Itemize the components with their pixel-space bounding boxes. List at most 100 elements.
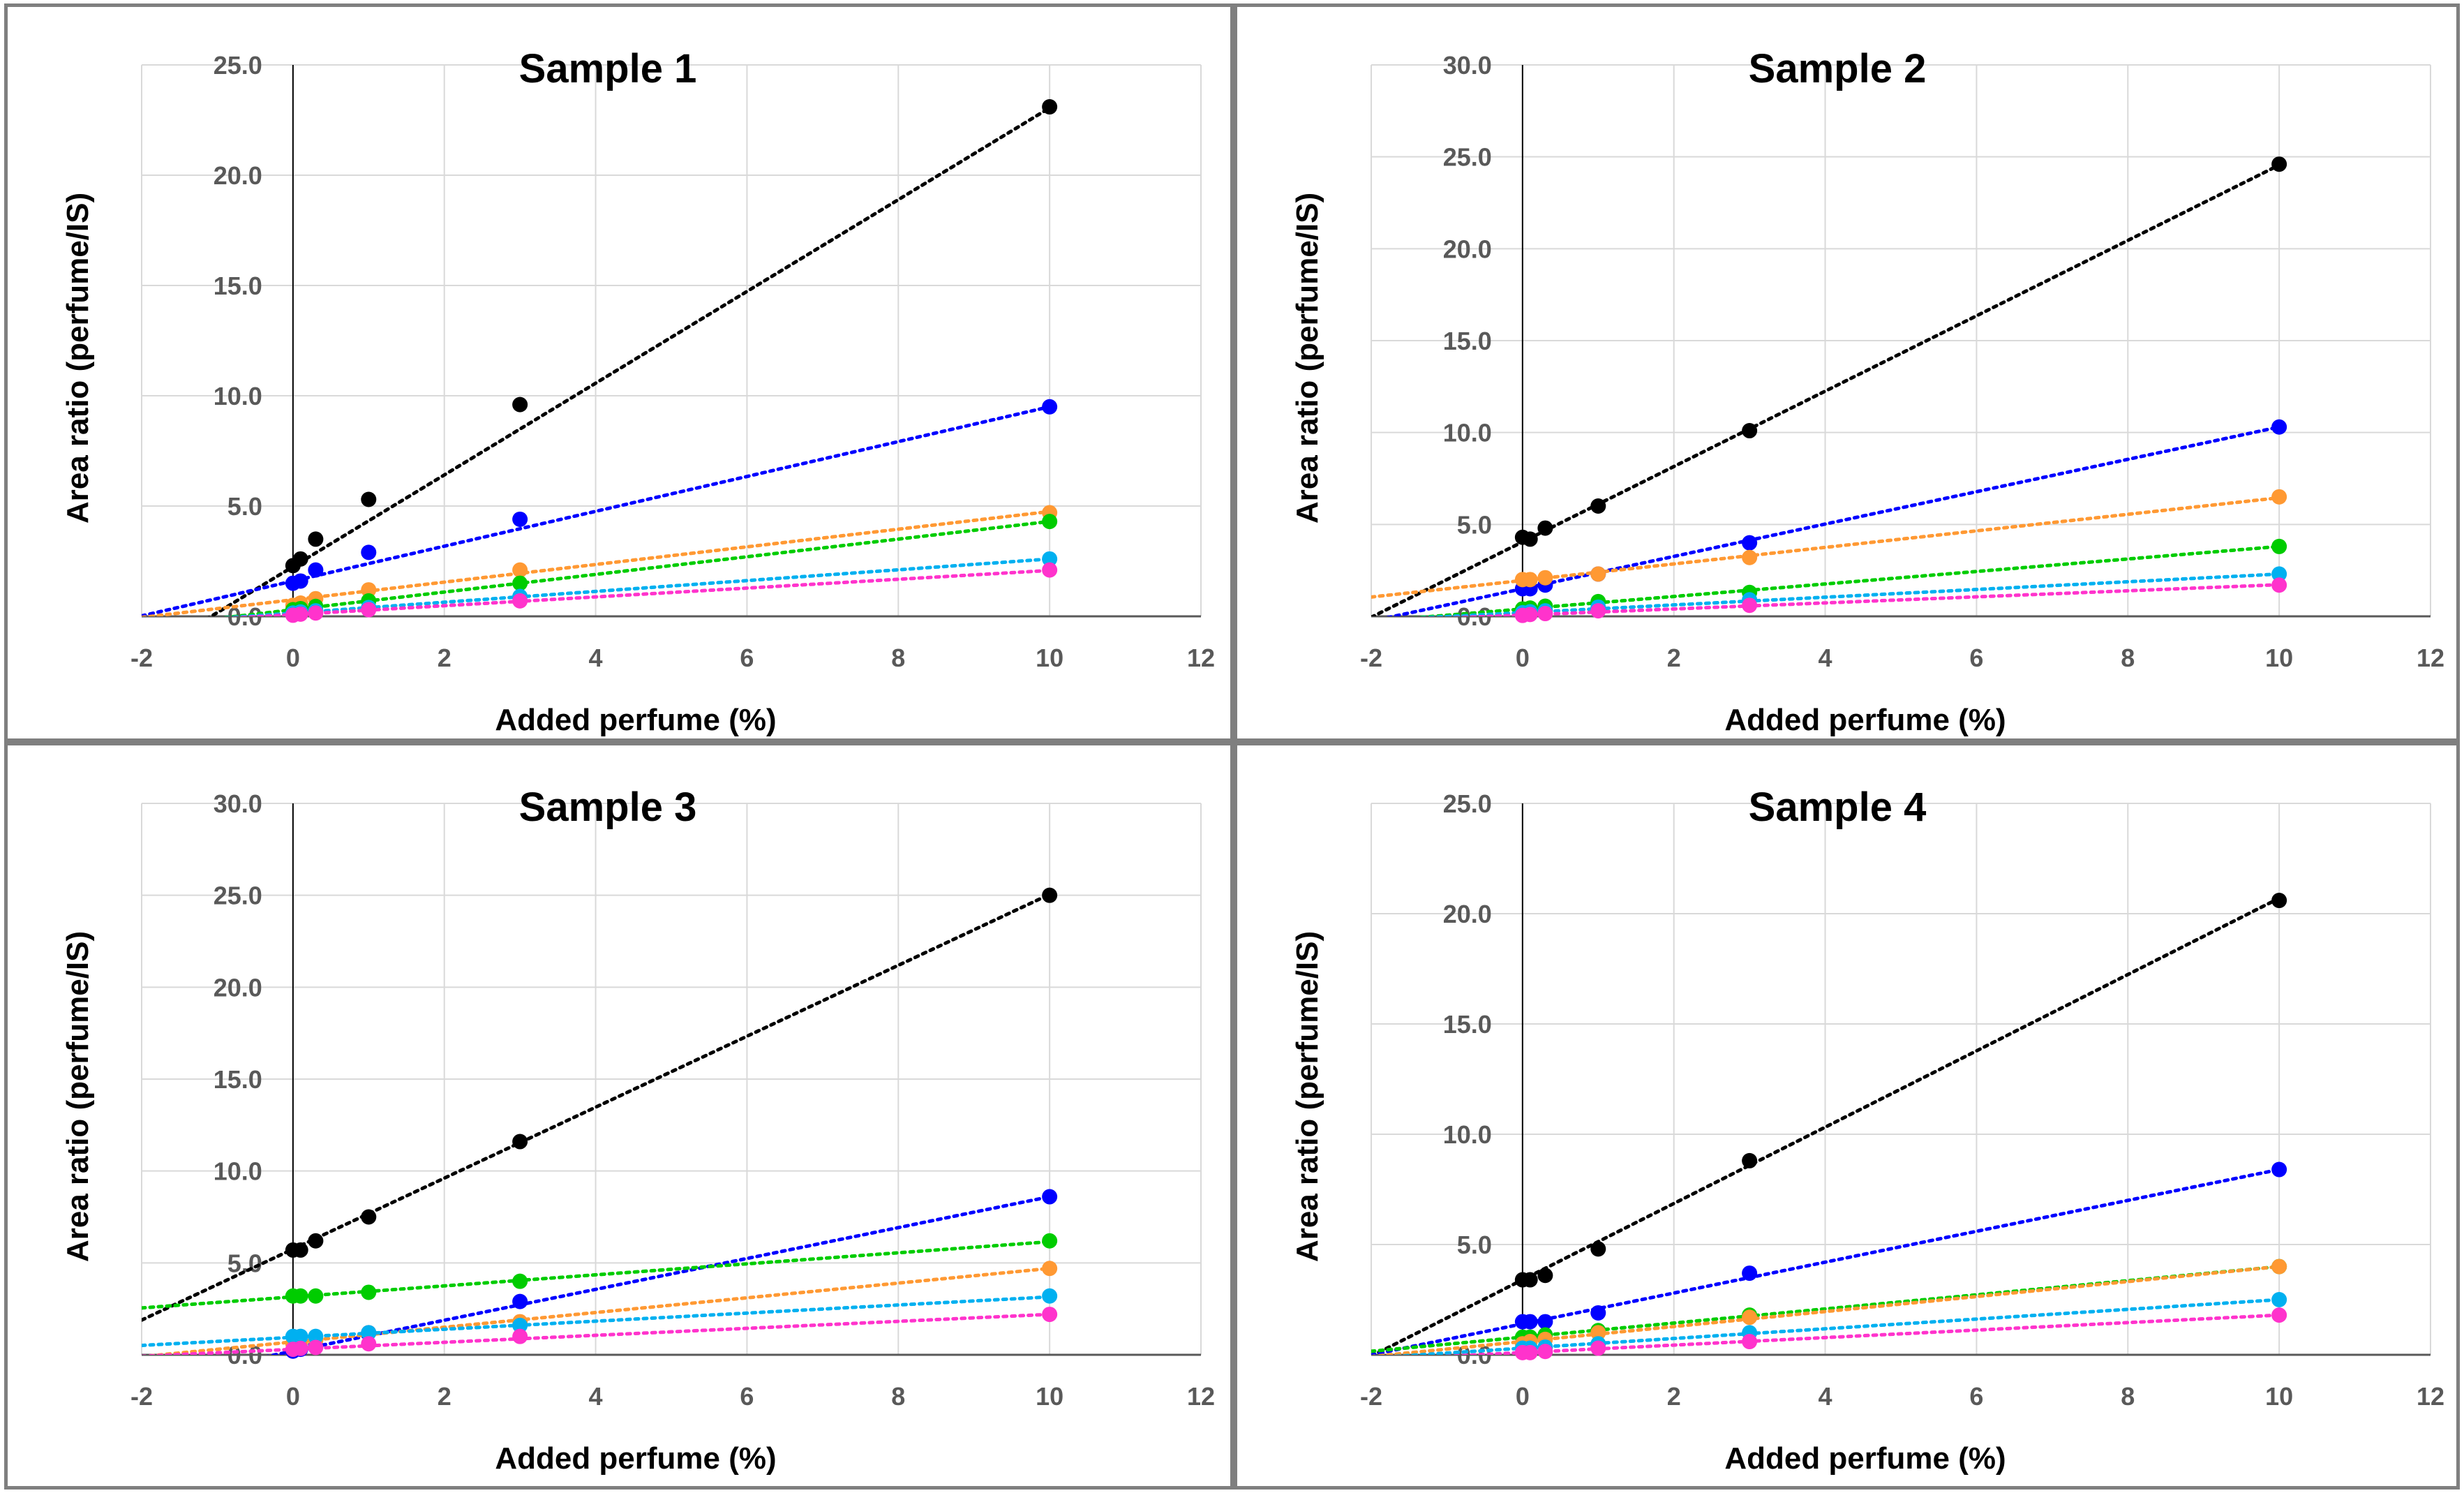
data-point <box>1537 570 1553 586</box>
chart-svg: -2 0 2 4 6 8 10 120.05.010.015.020.025.030.0 Sam… <box>61 785 1215 1476</box>
series-points <box>285 887 1058 1258</box>
data-point <box>1742 1152 1758 1168</box>
x-axis-label: Added perfume (%) <box>1724 1441 2006 1476</box>
data-point <box>2271 156 2287 172</box>
x-tick-label: 2 <box>438 1382 451 1411</box>
data-point <box>308 605 324 621</box>
data-point <box>512 511 528 527</box>
data-point <box>1537 1344 1553 1360</box>
y-axis-label: Area ratio (perfume/IS) <box>1290 193 1324 523</box>
y-tick-label: 0.0 <box>1457 602 1492 631</box>
data-point <box>512 575 528 591</box>
y-axis-label: Area ratio (perfume/IS) <box>1290 931 1324 1262</box>
data-point <box>1742 1309 1758 1325</box>
data-point <box>2271 419 2287 435</box>
x-tick-label: 8 <box>891 644 905 672</box>
y-tick-label: 5.0 <box>227 492 262 521</box>
x-tick-label: 12 <box>2417 644 2444 672</box>
data-point <box>2271 1161 2287 1178</box>
y-tick-label: 15.0 <box>1443 327 1492 355</box>
series-points <box>285 1233 1058 1304</box>
data-point <box>512 1317 528 1333</box>
x-tick-label: -2 <box>1360 1382 1382 1411</box>
chart-title: Sample 2 <box>1749 46 1927 91</box>
x-tick-label: 4 <box>1819 1382 1832 1411</box>
data-point <box>361 602 377 618</box>
series-points <box>285 1288 1058 1344</box>
data-point <box>1590 1340 1606 1356</box>
x-tick-label: 0 <box>286 1382 300 1411</box>
y-tick-label: 10.0 <box>214 382 262 410</box>
data-point <box>308 1339 324 1355</box>
data-point <box>361 544 377 560</box>
data-point <box>512 1293 528 1309</box>
data-point <box>292 1288 308 1304</box>
series-points <box>1514 577 2287 623</box>
x-tick-label: 0 <box>286 644 300 672</box>
x-tick-label: 10 <box>1036 644 1063 672</box>
y-tick-label: 15.0 <box>214 272 262 300</box>
data-point <box>1590 1241 1606 1257</box>
x-tick-label: 6 <box>1969 1382 1983 1411</box>
y-axis-label: Area ratio (perfume/IS) <box>61 931 95 1262</box>
series-points <box>1514 156 2287 547</box>
data-point <box>1522 572 1538 588</box>
series-points <box>285 562 1058 623</box>
x-tick-label: 10 <box>1036 1382 1063 1411</box>
x-tick-label: 0 <box>1516 1382 1530 1411</box>
data-point <box>1742 1334 1758 1350</box>
data-point <box>1537 520 1553 536</box>
data-point <box>2271 893 2287 909</box>
y-tick-label: 20.0 <box>1443 235 1492 263</box>
x-tick-label: 6 <box>740 644 754 672</box>
x-tick-label: 4 <box>589 644 603 672</box>
data-point <box>308 562 324 578</box>
y-tick-label: 10.0 <box>1443 419 1492 447</box>
y-tick-label: 30.0 <box>214 789 262 818</box>
data-point <box>1590 498 1606 514</box>
data-point <box>512 1134 528 1150</box>
x-tick-label: 12 <box>2417 1382 2444 1411</box>
data-point <box>1742 535 1758 551</box>
data-point <box>512 1328 528 1344</box>
data-point <box>512 593 528 609</box>
x-tick-label: 8 <box>2121 1382 2135 1411</box>
series-points <box>1514 893 2287 1288</box>
x-tick-label: 0 <box>1516 644 1530 672</box>
chart-panel-sample-3: -2 0 2 4 6 8 10 12 0.0 5.0 10.0 15.0 20.0 25.0 30.0 Sam… <box>4 742 1234 1490</box>
y-tick-label: 25.0 <box>1443 789 1492 818</box>
x-tick-label: -2 <box>1360 644 1382 672</box>
data-point <box>1042 562 1058 578</box>
data-point <box>1522 1314 1538 1330</box>
x-tick-label: -2 <box>130 1382 153 1411</box>
y-tick-label: 10.0 <box>214 1157 262 1186</box>
y-tick-label: 20.0 <box>214 973 262 1002</box>
data-point <box>512 562 528 578</box>
data-point <box>512 396 528 413</box>
series-points <box>285 1307 1058 1358</box>
data-point <box>1537 606 1553 622</box>
y-tick-label: 10.0 <box>1443 1120 1492 1149</box>
data-point <box>1042 1307 1058 1323</box>
data-point <box>292 1328 308 1344</box>
series-points <box>285 399 1058 591</box>
x-tick-label: -2 <box>130 644 153 672</box>
data-point <box>1042 99 1058 115</box>
series-points <box>1514 489 2287 588</box>
data-point <box>1590 603 1606 619</box>
data-point <box>2271 538 2287 554</box>
data-point <box>361 1325 377 1341</box>
x-tick-label: 8 <box>891 1382 905 1411</box>
data-point <box>1042 551 1058 567</box>
y-tick-label: 25.0 <box>214 882 262 910</box>
data-point <box>292 1242 308 1258</box>
x-axis-label: Added perfume (%) <box>1724 703 2006 737</box>
y-tick-label: 15.0 <box>214 1065 262 1094</box>
data-point <box>1522 1344 1538 1360</box>
x-tick-label: 2 <box>1667 1382 1681 1411</box>
chart-svg: -2 0 2 4 6 8 10 120.05.010.015.020.025.030.0 Sam… <box>1290 46 2444 737</box>
data-point <box>361 1336 377 1352</box>
data-point <box>361 1284 377 1300</box>
data-point <box>1522 607 1538 623</box>
